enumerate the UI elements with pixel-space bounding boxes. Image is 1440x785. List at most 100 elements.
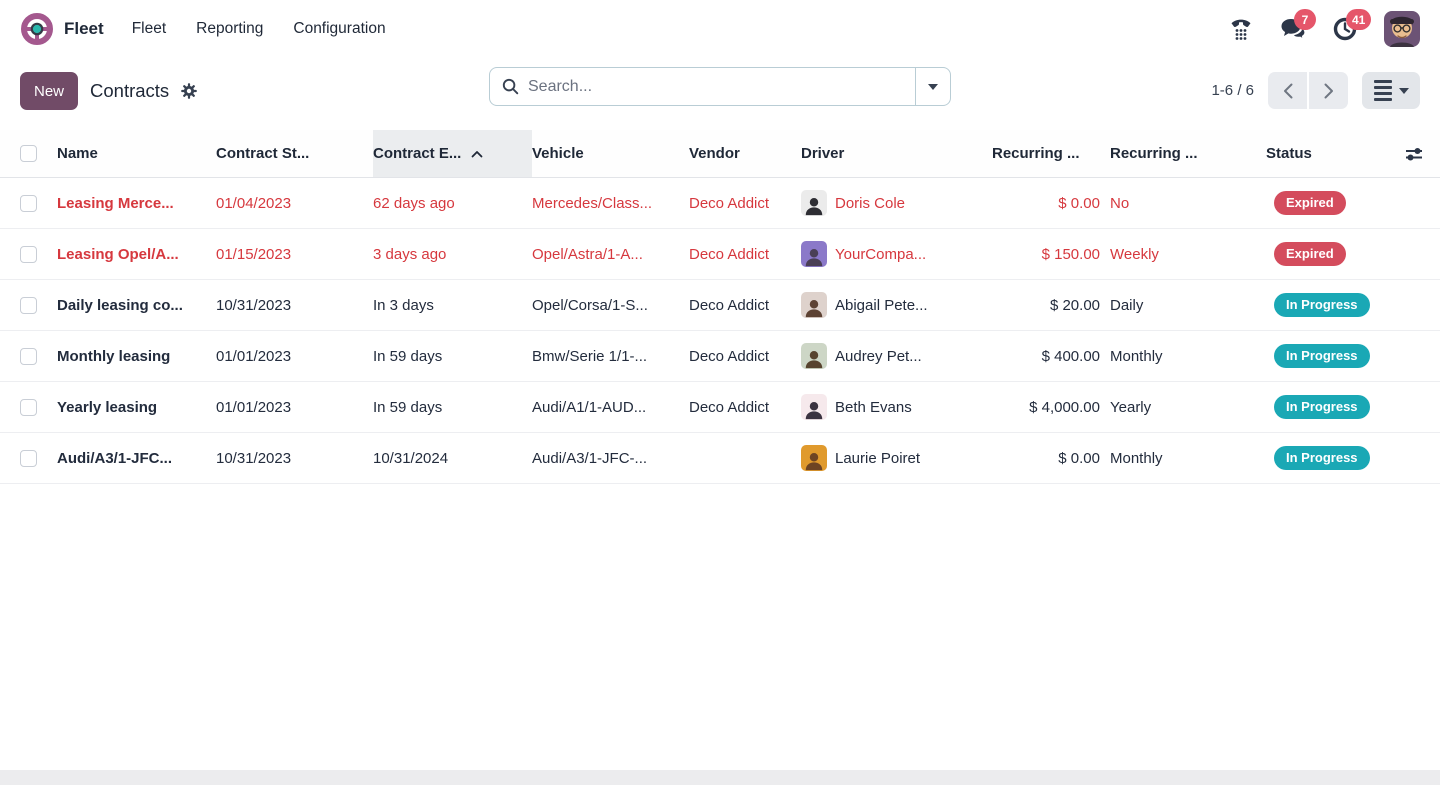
- cell-name[interactable]: Audi/A3/1-JFC...: [57, 449, 173, 467]
- activities-clock-icon[interactable]: 41: [1332, 9, 1372, 42]
- cell-contract-end[interactable]: In 3 days: [373, 296, 434, 314]
- pager-next-button[interactable]: [1309, 72, 1348, 109]
- cell-contract-end[interactable]: 3 days ago: [373, 245, 447, 263]
- table-row[interactable]: Leasing Merce... 01/04/2023 62 days ago …: [0, 178, 1440, 229]
- optional-columns-icon[interactable]: [1404, 130, 1440, 177]
- cell-contract-end[interactable]: In 59 days: [373, 398, 443, 416]
- row-checkbox[interactable]: [20, 347, 37, 365]
- header-vendor[interactable]: Vendor: [689, 145, 740, 162]
- table-header-row: Name Contract St... Contract E... Vehicl…: [0, 130, 1440, 178]
- row-checkbox[interactable]: [20, 194, 37, 212]
- cell-vehicle[interactable]: Audi/A1/1-AUD...: [532, 398, 647, 416]
- cell-driver[interactable]: Doris Cole: [801, 190, 992, 216]
- action-gear-icon[interactable]: [181, 83, 197, 99]
- cell-driver[interactable]: Laurie Poiret: [801, 445, 992, 471]
- cell-vendor[interactable]: Deco Addict: [689, 245, 770, 263]
- fleet-app-logo-icon[interactable]: [20, 12, 54, 46]
- new-button[interactable]: New: [20, 72, 79, 110]
- cell-recurring-frequency[interactable]: No: [1110, 194, 1130, 212]
- contracts-list: Name Contract St... Contract E... Vehicl…: [0, 130, 1440, 484]
- cell-name[interactable]: Yearly leasing: [57, 398, 158, 416]
- row-checkbox[interactable]: [20, 449, 37, 467]
- cell-recurring-cost[interactable]: $ 0.00: [1058, 194, 1100, 212]
- header-recurring-frequency[interactable]: Recurring ...: [1110, 145, 1198, 162]
- search-options-toggle[interactable]: [915, 68, 950, 105]
- cell-recurring-frequency[interactable]: Weekly: [1110, 245, 1159, 263]
- cell-vehicle[interactable]: Opel/Corsa/1-S...: [532, 296, 648, 314]
- cell-contract-start[interactable]: 10/31/2023: [216, 296, 292, 314]
- cell-driver[interactable]: YourCompa...: [801, 241, 992, 267]
- cell-contract-start[interactable]: 10/31/2023: [216, 449, 292, 467]
- row-checkbox[interactable]: [20, 398, 37, 416]
- cell-vehicle[interactable]: Mercedes/Class...: [532, 194, 653, 212]
- menu-item-fleet[interactable]: Fleet: [131, 20, 167, 37]
- cell-driver[interactable]: Beth Evans: [801, 394, 992, 420]
- menu-item-configuration[interactable]: Configuration: [293, 20, 386, 37]
- cell-contract-end[interactable]: 62 days ago: [373, 194, 455, 212]
- cell-recurring-cost[interactable]: $ 400.00: [1041, 347, 1100, 365]
- table-row[interactable]: Yearly leasing 01/01/2023 In 59 days Aud…: [0, 382, 1440, 433]
- cell-name[interactable]: Leasing Opel/A...: [57, 245, 179, 263]
- status-badge: Expired: [1274, 190, 1346, 216]
- cell-vendor[interactable]: Deco Addict: [689, 296, 770, 314]
- cell-recurring-frequency[interactable]: Daily: [1110, 296, 1144, 314]
- header-contract-end[interactable]: Contract E...: [373, 130, 532, 177]
- view-switcher-button[interactable]: [1362, 72, 1420, 109]
- top-navbar: Fleet Fleet Reporting Configuration 7: [0, 0, 1440, 58]
- cell-contract-end[interactable]: 10/31/2024: [373, 449, 449, 467]
- header-contract-start[interactable]: Contract St...: [216, 145, 310, 162]
- cell-recurring-frequency[interactable]: Yearly: [1110, 398, 1152, 416]
- messages-icon[interactable]: 7: [1280, 9, 1316, 42]
- cell-recurring-frequency[interactable]: Monthly: [1110, 449, 1163, 467]
- driver-avatar: [801, 292, 827, 318]
- horizontal-scrollbar[interactable]: [0, 770, 1440, 785]
- row-checkbox[interactable]: [20, 245, 37, 263]
- menu-item-reporting[interactable]: Reporting: [196, 20, 264, 37]
- voip-phone-icon[interactable]: [1228, 16, 1254, 42]
- cell-contract-start[interactable]: 01/01/2023: [216, 398, 292, 416]
- row-checkbox[interactable]: [20, 296, 37, 314]
- cell-vendor[interactable]: Deco Addict: [689, 347, 770, 365]
- cell-contract-start[interactable]: 01/04/2023: [216, 194, 292, 212]
- pager-previous-button[interactable]: [1268, 72, 1307, 109]
- cell-driver[interactable]: Abigail Pete...: [801, 292, 992, 318]
- cell-driver[interactable]: Audrey Pet...: [801, 343, 992, 369]
- driver-avatar: [801, 445, 827, 471]
- cell-contract-start[interactable]: 01/01/2023: [216, 347, 292, 365]
- cell-vehicle[interactable]: Bmw/Serie 1/1-...: [532, 347, 648, 365]
- search-bar: [489, 67, 951, 106]
- header-status[interactable]: Status: [1266, 145, 1312, 162]
- table-row[interactable]: Daily leasing co... 10/31/2023 In 3 days…: [0, 280, 1440, 331]
- table-row[interactable]: Audi/A3/1-JFC... 10/31/2023 10/31/2024 A…: [0, 433, 1440, 484]
- main-menu: Fleet Reporting Configuration: [132, 20, 386, 38]
- cell-name[interactable]: Daily leasing co...: [57, 296, 183, 314]
- cell-vehicle[interactable]: Audi/A3/1-JFC-...: [532, 449, 648, 467]
- list-view-icon: [1373, 80, 1392, 101]
- header-name[interactable]: Name: [57, 145, 98, 162]
- table-row[interactable]: Monthly leasing 01/01/2023 In 59 days Bm…: [0, 331, 1440, 382]
- cell-vendor[interactable]: Deco Addict: [689, 398, 770, 416]
- cell-name[interactable]: Leasing Merce...: [57, 194, 174, 212]
- cell-recurring-cost[interactable]: $ 0.00: [1058, 449, 1100, 467]
- header-vehicle[interactable]: Vehicle: [532, 145, 584, 162]
- search-input[interactable]: [528, 77, 915, 96]
- user-avatar[interactable]: [1384, 11, 1420, 47]
- select-all-checkbox[interactable]: [20, 145, 37, 162]
- header-driver[interactable]: Driver: [801, 145, 845, 162]
- status-badge: In Progress: [1274, 292, 1370, 318]
- app-name[interactable]: Fleet: [64, 19, 104, 38]
- cell-recurring-cost[interactable]: $ 20.00: [1049, 296, 1100, 314]
- cell-vehicle[interactable]: Opel/Astra/1-A...: [532, 245, 643, 263]
- table-row[interactable]: Leasing Opel/A... 01/15/2023 3 days ago …: [0, 229, 1440, 280]
- driver-avatar: [801, 343, 827, 369]
- pager-counter: 1-6 / 6: [1211, 82, 1254, 99]
- cell-contract-start[interactable]: 01/15/2023: [216, 245, 292, 263]
- header-recurring-cost[interactable]: Recurring ...: [992, 145, 1080, 162]
- cell-recurring-cost[interactable]: $ 150.00: [1041, 245, 1100, 263]
- cell-contract-end[interactable]: In 59 days: [373, 347, 443, 365]
- cell-name[interactable]: Monthly leasing: [57, 347, 171, 365]
- cell-vendor[interactable]: Deco Addict: [689, 194, 770, 212]
- cell-recurring-frequency[interactable]: Monthly: [1110, 347, 1163, 365]
- activities-count-badge: 41: [1346, 9, 1372, 30]
- cell-recurring-cost[interactable]: $ 4,000.00: [1029, 398, 1100, 416]
